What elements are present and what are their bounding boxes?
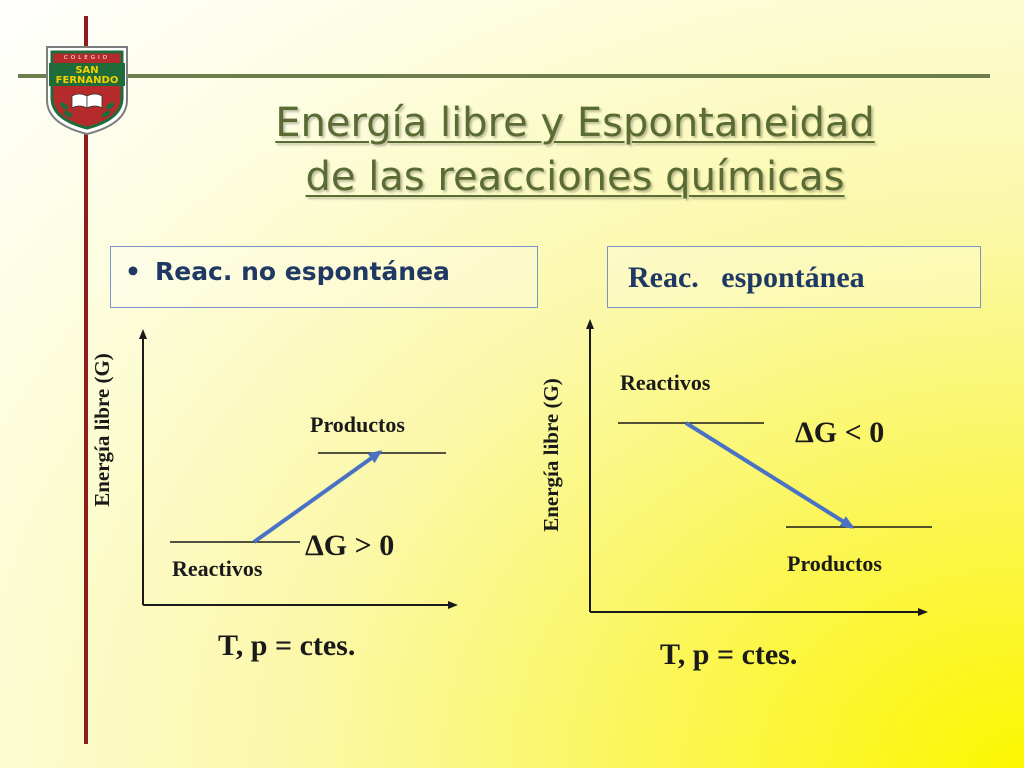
school-crest-logo: COLEGIO SAN FERNANDO: [46, 46, 128, 136]
left-y-axis-label: Energía libre (G): [90, 353, 114, 507]
spontaneous-diagram: Energía libre (G) Reactivos Productos ΔG…: [539, 319, 932, 671]
non-spontaneous-diagram: Energía libre (G) Productos Reactivos ΔG…: [90, 329, 458, 662]
slide-title: Energía libre y Espontaneidad de las rea…: [180, 96, 970, 204]
spontaneous-heading-box: Reac. espontánea: [607, 246, 981, 308]
non-spontaneous-heading-text: Reac. no espontánea: [154, 257, 450, 286]
crest-name-line1: SAN: [75, 65, 98, 76]
left-products-label: Productos: [310, 412, 405, 437]
left-conditions: T, p = ctes.: [218, 629, 355, 662]
right-conditions: T, p = ctes.: [660, 638, 797, 671]
slide-title-line1: Energía libre y Espontaneidad: [275, 100, 875, 146]
right-products-label: Productos: [787, 551, 882, 576]
slide-title-line2: de las reacciones químicas: [305, 154, 845, 200]
right-reaction-arrow: [684, 421, 855, 529]
spontaneous-heading-text: Reac. espontánea: [628, 261, 865, 294]
non-spontaneous-heading-box: • Reac. no espontánea: [110, 246, 538, 308]
right-reactants-label: Reactivos: [620, 370, 711, 395]
left-delta-g: ΔG > 0: [305, 529, 394, 562]
crest-arc-text: COLEGIO: [64, 55, 110, 61]
book-icon: [71, 93, 103, 109]
left-reactants-label: Reactivos: [172, 556, 263, 581]
laurel-icon: [59, 102, 115, 118]
frame-vertical-line: [84, 16, 88, 744]
bullet-icon: •: [125, 257, 141, 286]
frame-horizontal-line: [18, 74, 990, 78]
left-reaction-arrow: [252, 450, 383, 544]
right-delta-g: ΔG < 0: [795, 416, 884, 449]
crest-name-line2: FERNANDO: [56, 75, 119, 86]
right-y-axis-label: Energía libre (G): [539, 378, 563, 532]
non-spontaneous-heading: • Reac. no espontánea: [125, 257, 450, 286]
